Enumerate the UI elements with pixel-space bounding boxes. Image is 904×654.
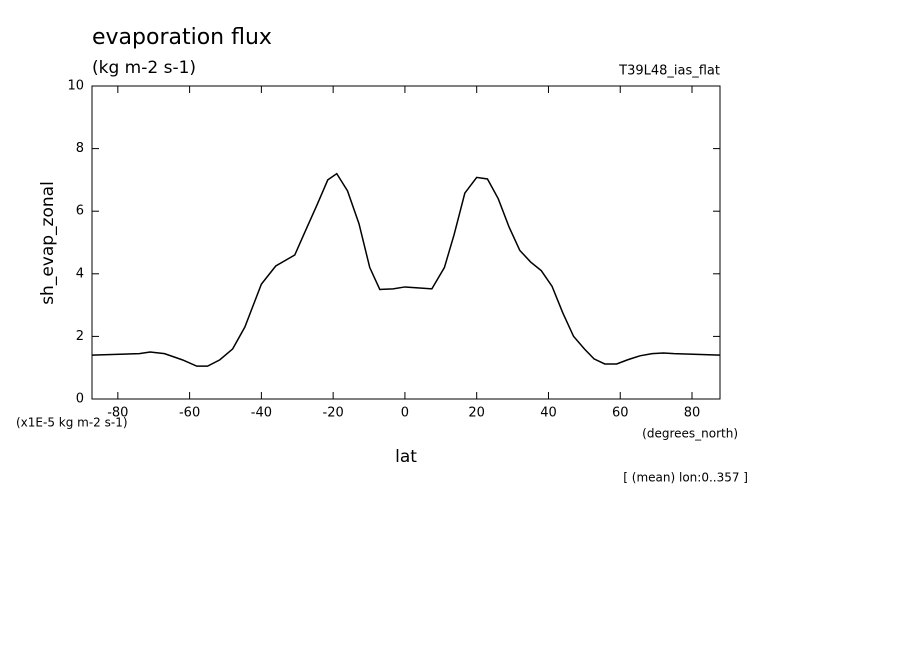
run-label: T39L48_ias_flat — [618, 64, 720, 79]
chart-subtitle: (kg m-2 s-1) — [92, 58, 196, 78]
x-axis-label: lat — [395, 447, 417, 467]
x-tick-label: 20 — [468, 406, 485, 421]
x-tick-label: -60 — [179, 406, 200, 421]
footnote: [ (mean) lon:0..357 ] — [623, 471, 748, 485]
x-tick-label: -20 — [323, 406, 344, 421]
x-units: (degrees_north) — [642, 427, 738, 441]
y-units: (x1E-5 kg m-2 s-1) — [16, 416, 128, 430]
chart-title: evaporation flux — [92, 25, 272, 50]
y-tick-label: 0 — [76, 392, 84, 407]
y-tick-label: 8 — [76, 141, 84, 156]
y-tick-label: 2 — [76, 329, 84, 344]
data-line — [91, 172, 721, 367]
x-tick-label: -80 — [107, 406, 128, 421]
x-tick-label: 0 — [401, 406, 409, 421]
y-tick-label: 6 — [76, 204, 84, 219]
y-tick-label: 10 — [67, 79, 84, 94]
x-tick-label: 40 — [540, 406, 557, 421]
x-tick-label: 60 — [612, 406, 629, 421]
x-tick-label: 80 — [684, 406, 701, 421]
plot-frame — [91, 85, 721, 400]
x-tick-label: -40 — [251, 406, 272, 421]
y-tick-label: 4 — [76, 266, 84, 281]
y-axis-label: sh_evap_zonal — [38, 181, 58, 305]
